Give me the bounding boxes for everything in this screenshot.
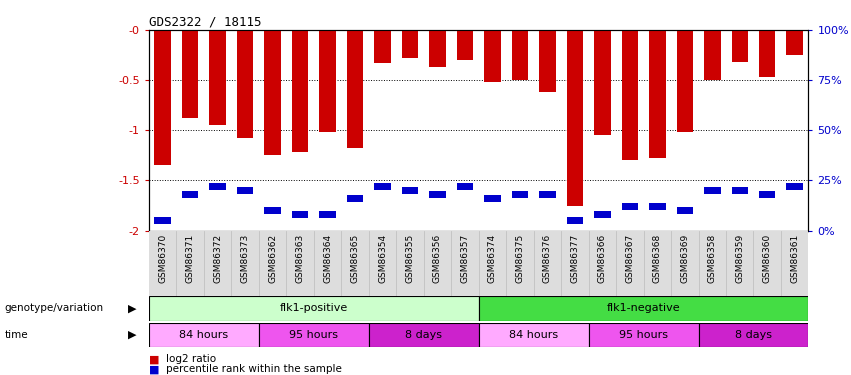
Bar xyxy=(589,322,699,347)
Bar xyxy=(567,30,583,206)
Bar xyxy=(540,30,556,92)
Bar xyxy=(319,211,336,218)
Bar xyxy=(346,195,363,202)
Bar xyxy=(368,322,478,347)
Text: GSM86361: GSM86361 xyxy=(791,234,799,283)
Text: GSM86356: GSM86356 xyxy=(433,234,442,283)
Bar xyxy=(704,187,721,194)
Bar xyxy=(786,183,803,190)
Text: GSM86368: GSM86368 xyxy=(653,234,662,283)
Bar xyxy=(786,30,803,55)
Text: GSM86362: GSM86362 xyxy=(268,234,277,283)
Bar xyxy=(209,183,226,190)
Text: GSM86369: GSM86369 xyxy=(680,234,689,283)
Text: GSM86364: GSM86364 xyxy=(323,234,332,283)
Text: GSM86373: GSM86373 xyxy=(241,234,249,283)
Bar xyxy=(594,30,610,135)
Bar xyxy=(511,191,528,198)
Bar xyxy=(484,30,500,82)
Bar xyxy=(457,183,473,190)
Bar xyxy=(759,191,775,198)
Text: GSM86375: GSM86375 xyxy=(516,234,524,283)
Text: ■: ■ xyxy=(149,354,159,364)
Bar xyxy=(567,217,583,224)
Bar xyxy=(292,211,308,218)
Bar xyxy=(429,30,446,67)
Bar xyxy=(237,30,254,138)
Bar xyxy=(374,30,391,63)
Text: GSM86370: GSM86370 xyxy=(158,234,167,283)
Bar xyxy=(292,30,308,152)
Bar xyxy=(511,30,528,80)
Bar xyxy=(259,322,368,347)
Text: GSM86372: GSM86372 xyxy=(213,234,222,283)
Text: GDS2322 / 18115: GDS2322 / 18115 xyxy=(149,16,261,29)
Bar xyxy=(540,191,556,198)
Text: GSM86374: GSM86374 xyxy=(488,234,497,283)
Bar xyxy=(149,296,478,321)
Text: GSM86355: GSM86355 xyxy=(405,234,414,283)
Text: GSM86359: GSM86359 xyxy=(735,234,745,283)
Bar xyxy=(594,211,610,218)
Bar xyxy=(732,187,748,194)
Bar xyxy=(649,203,665,210)
Bar xyxy=(154,217,171,224)
Bar xyxy=(484,195,500,202)
Text: 8 days: 8 days xyxy=(735,330,772,340)
Text: GSM86366: GSM86366 xyxy=(598,234,607,283)
Text: 8 days: 8 days xyxy=(405,330,443,340)
Text: time: time xyxy=(4,330,28,339)
Text: flk1-positive: flk1-positive xyxy=(280,303,348,313)
Text: ▶: ▶ xyxy=(128,330,136,339)
Text: GSM86358: GSM86358 xyxy=(708,234,717,283)
Bar xyxy=(621,203,638,210)
Bar xyxy=(182,30,198,118)
Text: 84 hours: 84 hours xyxy=(509,330,558,340)
Text: GSM86371: GSM86371 xyxy=(186,234,195,283)
Bar xyxy=(759,30,775,77)
Bar xyxy=(402,187,418,194)
Text: flk1-negative: flk1-negative xyxy=(607,303,681,313)
Text: percentile rank within the sample: percentile rank within the sample xyxy=(166,364,342,374)
Bar xyxy=(319,30,336,132)
Text: 84 hours: 84 hours xyxy=(180,330,228,340)
Bar xyxy=(478,322,589,347)
Bar xyxy=(677,30,693,132)
Bar xyxy=(621,30,638,160)
Bar xyxy=(265,30,281,155)
Bar xyxy=(346,30,363,148)
Text: GSM86360: GSM86360 xyxy=(762,234,772,283)
Text: GSM86377: GSM86377 xyxy=(570,234,580,283)
Text: genotype/variation: genotype/variation xyxy=(4,303,103,313)
Bar xyxy=(209,30,226,125)
Text: ■: ■ xyxy=(149,364,159,374)
Bar xyxy=(149,322,259,347)
Text: GSM86354: GSM86354 xyxy=(378,234,387,283)
Text: GSM86376: GSM86376 xyxy=(543,234,552,283)
Bar xyxy=(732,30,748,62)
Text: ▶: ▶ xyxy=(128,303,136,313)
Bar xyxy=(182,191,198,198)
Text: 95 hours: 95 hours xyxy=(289,330,339,340)
Bar xyxy=(265,207,281,214)
Text: GSM86357: GSM86357 xyxy=(460,234,470,283)
Bar xyxy=(704,30,721,80)
Bar xyxy=(154,30,171,165)
Bar xyxy=(374,183,391,190)
Bar xyxy=(699,322,808,347)
Bar xyxy=(429,191,446,198)
Bar xyxy=(237,187,254,194)
Text: GSM86363: GSM86363 xyxy=(295,234,305,283)
Bar xyxy=(402,30,418,58)
Bar xyxy=(649,30,665,158)
Bar xyxy=(677,207,693,214)
Bar xyxy=(478,296,808,321)
Bar xyxy=(457,30,473,60)
Text: 95 hours: 95 hours xyxy=(619,330,668,340)
Text: GSM86365: GSM86365 xyxy=(351,234,359,283)
Text: log2 ratio: log2 ratio xyxy=(166,354,216,364)
Text: GSM86367: GSM86367 xyxy=(625,234,634,283)
